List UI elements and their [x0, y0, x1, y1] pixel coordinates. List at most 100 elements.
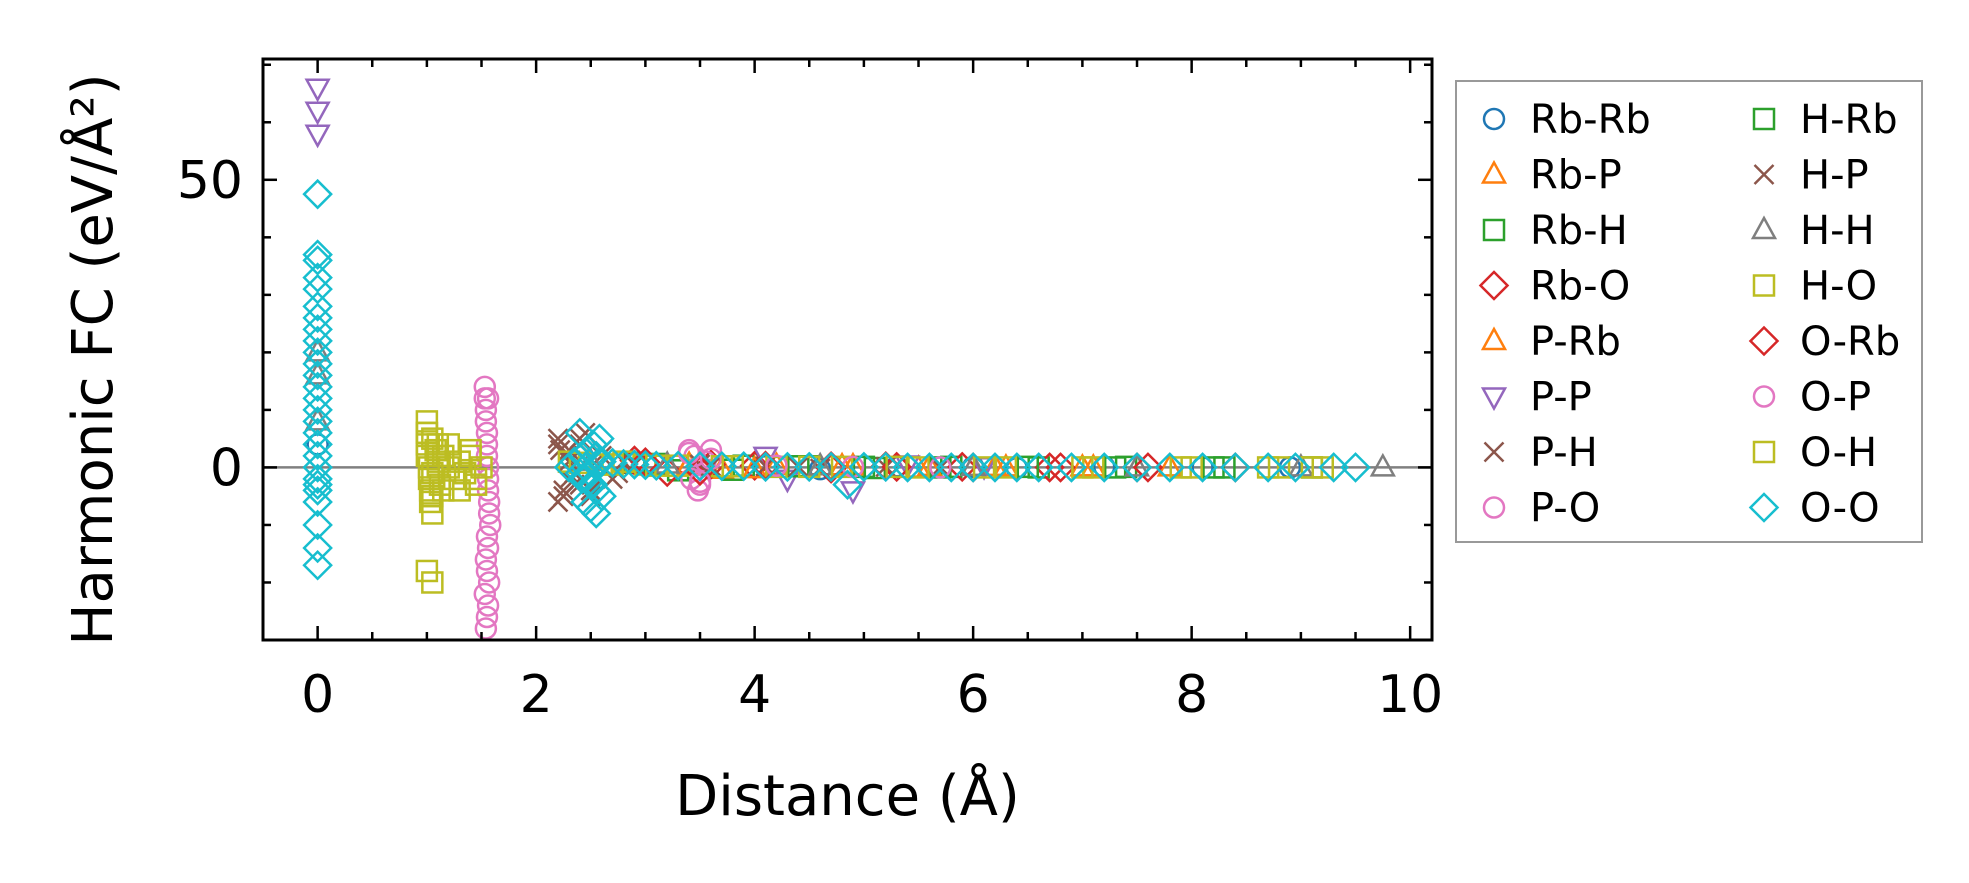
legend-marker	[1752, 274, 1776, 297]
data-point-o-o	[957, 452, 989, 483]
data-point-p-o	[477, 490, 501, 514]
data-point-h-o	[424, 438, 447, 462]
data-point-o-o	[772, 451, 803, 483]
data-point-o-o	[848, 451, 880, 483]
legend-marker	[1480, 326, 1508, 351]
x-tick-label: 6	[957, 665, 990, 725]
series-o-o	[302, 178, 1371, 581]
x-tick-label: 8	[1175, 665, 1208, 725]
data-point-h-o	[994, 456, 1018, 479]
data-point-p-o	[476, 479, 500, 502]
legend-item: O-O	[1748, 486, 1880, 532]
data-point-o-p	[765, 454, 788, 477]
legend-item: P-H	[1483, 430, 1598, 476]
legend-marker	[1748, 325, 1780, 357]
data-point-o-o	[584, 446, 615, 477]
legend-item: H-O	[1752, 264, 1877, 310]
y-axis-label: Harmonic FC (eV/Å²)	[60, 73, 126, 645]
legend-label: Rb-H	[1530, 208, 1628, 254]
data-point-p-o	[477, 502, 501, 525]
data-point-h-o	[415, 559, 439, 583]
data-point-p-p	[839, 481, 867, 506]
data-point-o-o	[1154, 452, 1186, 483]
data-point-o-o	[302, 532, 333, 564]
data-point-o-o	[630, 449, 661, 481]
data-point-h-h	[1123, 452, 1151, 477]
data-point-o-o	[577, 469, 609, 500]
data-point-p-o	[478, 513, 502, 537]
legend-item: P-Rb	[1480, 319, 1621, 365]
legend-marker	[1482, 496, 1506, 519]
data-point-o-o	[302, 406, 333, 437]
x-tick-label: 2	[520, 665, 553, 725]
data-point-o-o	[302, 475, 333, 506]
data-point-p-o	[473, 582, 497, 606]
data-point-p-o	[477, 571, 501, 594]
data-point-o-o	[302, 509, 333, 541]
data-point-o-o	[750, 451, 781, 483]
x-tick-label: 4	[738, 665, 771, 725]
legend-item: Rb-H	[1482, 208, 1628, 254]
legend-label: H-H	[1800, 208, 1875, 254]
data-point-p-rb	[992, 452, 1020, 477]
data-point-h-o	[421, 571, 444, 594]
data-point-o-o	[302, 549, 333, 581]
data-point-o-o	[793, 451, 825, 483]
data-point-p-p	[304, 124, 331, 149]
legend-marker	[1752, 107, 1776, 131]
data-point-o-o	[302, 417, 333, 449]
data-point-p-o	[476, 467, 500, 491]
data-point-o-o	[1187, 452, 1218, 483]
data-point-o-o	[608, 448, 639, 480]
data-point-p-o	[476, 387, 500, 410]
legend-label: H-P	[1800, 153, 1869, 199]
data-point-o-p	[688, 470, 712, 494]
legend-item: O-Rb	[1748, 319, 1900, 365]
legend-label: O-Rb	[1800, 319, 1900, 365]
data-point-p-rb	[828, 451, 856, 476]
legend-marker	[1753, 164, 1775, 185]
legend-item: O-H	[1752, 430, 1877, 476]
data-point-o-o	[302, 239, 333, 270]
data-point-p-o	[475, 605, 499, 629]
data-point-o-o	[1056, 452, 1087, 483]
data-point-o-h	[721, 455, 745, 478]
data-point-rb-p	[763, 451, 790, 475]
data-point-h-o	[448, 479, 471, 502]
data-point-o-o	[580, 440, 612, 472]
legend-item: H-P	[1753, 153, 1869, 199]
data-point-o-o	[728, 451, 759, 482]
data-point-p-o	[473, 375, 497, 399]
legend-label: O-O	[1800, 486, 1880, 532]
legend-label: O-H	[1800, 430, 1877, 476]
data-point-o-o	[302, 302, 333, 334]
data-point-rb-o	[1034, 452, 1065, 483]
legend-marker	[1483, 441, 1505, 463]
data-point-o-o	[302, 178, 333, 210]
data-point-rb-o	[739, 450, 770, 481]
data-point-h-o	[432, 444, 455, 468]
data-point-o-o	[936, 452, 967, 483]
data-point-o-o	[1252, 452, 1284, 483]
legend-label: P-O	[1530, 486, 1600, 532]
y-tick-label: 0	[210, 438, 243, 498]
legend-item: O-P	[1752, 375, 1871, 421]
legend-label: Rb-O	[1530, 264, 1630, 310]
data-point-h-h	[1369, 452, 1396, 477]
data-point-p-p	[304, 78, 331, 103]
data-point-o-o	[619, 449, 650, 480]
data-point-h-rb	[1016, 455, 1040, 479]
data-point-o-o	[1088, 452, 1120, 483]
legend-label: P-Rb	[1530, 319, 1621, 365]
legend-marker	[1478, 270, 1510, 301]
data-point-h-p	[580, 480, 602, 501]
data-point-o-o	[302, 337, 333, 368]
data-point-p-p	[304, 101, 331, 126]
data-point-o-h	[1311, 456, 1334, 479]
data-point-rb-o	[946, 451, 978, 483]
data-point-o-h	[885, 455, 908, 479]
data-point-o-o	[914, 452, 945, 483]
data-point-p-o	[475, 444, 499, 468]
data-point-o-o	[302, 348, 333, 380]
legend-label: H-O	[1800, 264, 1877, 310]
